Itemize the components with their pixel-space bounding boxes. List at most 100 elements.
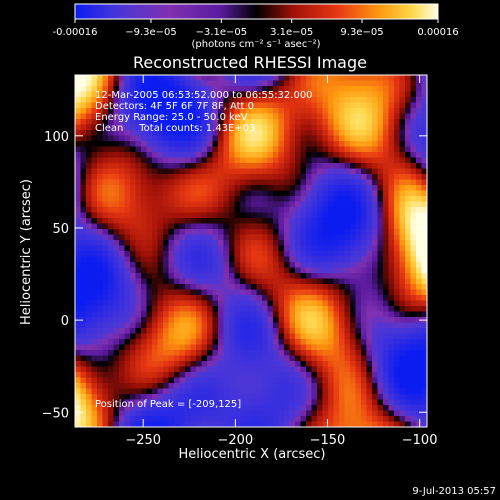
heatmap-cell [163, 86, 170, 93]
heatmap-cell [152, 102, 159, 109]
heatmap-cell [350, 80, 357, 87]
heatmap-cell [339, 91, 346, 98]
heatmap-cell [383, 289, 390, 296]
heatmap-cell [399, 344, 406, 351]
heatmap-cell [311, 168, 318, 175]
heatmap-cell [196, 273, 203, 280]
heatmap-cell [97, 317, 104, 324]
heatmap-cell [240, 399, 247, 406]
heatmap-cell [119, 245, 126, 252]
heatmap-cell [311, 113, 318, 120]
heatmap-cell [311, 328, 318, 335]
heatmap-cell [102, 157, 109, 164]
heatmap-cell [300, 240, 307, 247]
heatmap-cell [196, 383, 203, 390]
heatmap-cell [130, 108, 137, 115]
heatmap-cell [377, 113, 384, 120]
heatmap-cell [190, 179, 197, 186]
heatmap-cell [372, 311, 379, 318]
heatmap-cell [130, 295, 137, 302]
heatmap-cell [262, 80, 269, 87]
heatmap-cell [377, 130, 384, 137]
heatmap-cell [102, 91, 109, 98]
heatmap-cell [383, 339, 390, 346]
heatmap-cell [383, 388, 390, 395]
heatmap-cell [124, 146, 131, 153]
heatmap-cell [366, 75, 373, 82]
heatmap-cell [273, 410, 280, 417]
heatmap-cell [223, 190, 230, 197]
heatmap-cell [223, 80, 230, 87]
heatmap-cell [361, 273, 368, 280]
heatmap-cell [179, 240, 186, 247]
heatmap-cell [377, 267, 384, 274]
heatmap-cell [196, 174, 203, 181]
heatmap-cell [328, 207, 335, 214]
heatmap-cell [344, 201, 351, 208]
heatmap-cell [394, 399, 401, 406]
heatmap-cell [113, 267, 120, 274]
heatmap-cell [75, 322, 82, 329]
heatmap-cell [245, 333, 252, 340]
heatmap-cell [295, 333, 302, 340]
heatmap-cell [333, 234, 340, 241]
heatmap-cell [350, 179, 357, 186]
heatmap-cell [223, 322, 230, 329]
heatmap-cell [284, 80, 291, 87]
heatmap-cell [366, 163, 373, 170]
heatmap-cell [102, 421, 109, 427]
heatmap-cell [311, 135, 318, 142]
heatmap-cell [75, 174, 82, 181]
heatmap-cell [168, 223, 175, 230]
heatmap-cell [229, 212, 236, 219]
heatmap-cell [91, 256, 98, 263]
heatmap-cell [295, 339, 302, 346]
heatmap-cell [168, 86, 175, 93]
heatmap-cell [317, 201, 324, 208]
heatmap-cell [394, 344, 401, 351]
heatmap-cell [295, 130, 302, 137]
heatmap-cell [355, 328, 362, 335]
heatmap-cell [97, 399, 104, 406]
heatmap-cell [311, 278, 318, 285]
heatmap-cell [267, 317, 274, 324]
heatmap-cell [251, 223, 258, 230]
heatmap-cell [322, 80, 329, 87]
heatmap-cell [130, 102, 137, 109]
heatmap-cell [256, 179, 263, 186]
heatmap-cell [157, 97, 164, 104]
annotation-energy-range: Energy Range: 25.0 - 50.0 keV [95, 112, 248, 123]
heatmap-cell [339, 328, 346, 335]
heatmap-cell [86, 262, 93, 269]
heatmap-cell [410, 372, 417, 379]
heatmap-cell [102, 141, 109, 148]
heatmap-cell [339, 300, 346, 307]
heatmap-cell [141, 421, 148, 427]
heatmap-cell [113, 146, 120, 153]
heatmap-cell [267, 278, 274, 285]
heatmap-cell [146, 119, 153, 126]
heatmap-cell [267, 113, 274, 120]
heatmap-cell [102, 102, 109, 109]
heatmap-cell [306, 152, 313, 159]
heatmap-cell [405, 399, 412, 406]
heatmap-cell [135, 267, 142, 274]
heatmap-cell [174, 218, 181, 225]
heatmap-cell [273, 240, 280, 247]
heatmap-cell [405, 163, 412, 170]
heatmap-cell [284, 119, 291, 126]
heatmap-cell [311, 179, 318, 186]
heatmap-cell [372, 256, 379, 263]
heatmap-cell [229, 333, 236, 340]
heatmap-cell [152, 80, 159, 87]
heatmap-cell [80, 372, 87, 379]
heatmap-cell [135, 388, 142, 395]
heatmap-cell [201, 141, 208, 148]
heatmap-cell [377, 416, 384, 423]
heatmap-cell [372, 322, 379, 329]
heatmap-cell [300, 262, 307, 269]
heatmap-cell [278, 284, 285, 291]
heatmap-cell [377, 300, 384, 307]
heatmap-cell [278, 124, 285, 131]
heatmap-cell [289, 251, 296, 258]
